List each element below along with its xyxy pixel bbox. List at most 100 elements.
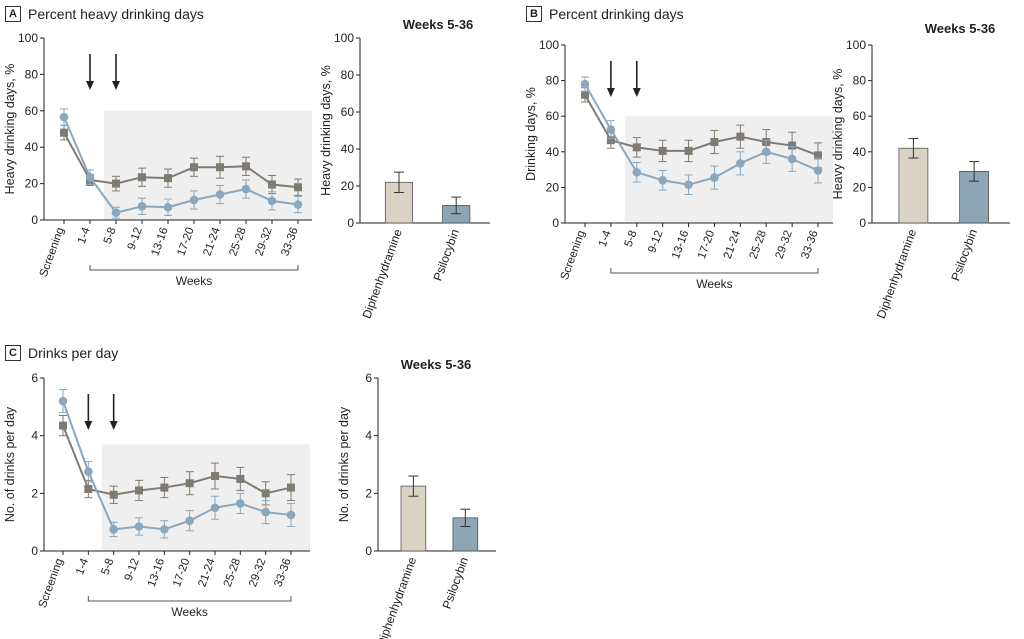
b-line-psilocybin-line [584, 83, 819, 186]
a-line-diphenhydramine-point [190, 163, 198, 172]
b-line-xtick-label: 21-24 [722, 228, 744, 260]
c-line-shaded-region [101, 444, 311, 551]
b-line-ytick-label: 40 [546, 145, 560, 159]
b-line-ytick-label: 80 [546, 74, 560, 88]
panel-c-title: Drinks per day [28, 345, 119, 361]
c-line-psilocybin-point [210, 503, 220, 513]
c-bar-ylabel: No. of drinks per day [337, 406, 351, 522]
c-line-dose-arrow-head [84, 421, 93, 430]
c-line-xlabel: Weeks [171, 605, 207, 619]
panel-a-title: Percent heavy drinking days [28, 6, 204, 22]
a-line-psilocybin-point [137, 202, 147, 211]
b-bar-ytick-label: 60 [853, 109, 867, 123]
c-line-psilocybin-point [160, 525, 169, 534]
b-line-psilocybin-point [813, 166, 823, 175]
a-line-xtick-label: 9-12 [126, 226, 145, 252]
panel-a-letter: A [5, 6, 21, 22]
b-line-ytick-label: 100 [539, 38, 559, 52]
b-line-xtick-label: 25-28 [748, 229, 769, 261]
b-line-dose-arrow-head [632, 88, 641, 97]
c-line-psilocybin-point [84, 467, 93, 477]
c-line-diphenhydramine-point [261, 489, 270, 498]
b-line-xtick-label: Screening [559, 229, 588, 282]
a-line-dose-arrow-head [86, 81, 94, 90]
c-bar-ytick-label: 4 [365, 429, 372, 443]
b-line-diphenhydramine-point [736, 132, 745, 141]
b-line-ylabel: Drinking days, % [524, 87, 538, 181]
c-line-psilocybin-point [185, 516, 194, 526]
c-bar-title: Weeks 5-36 [401, 357, 472, 372]
b-bar-ytick-label: 0 [859, 216, 866, 230]
a-line-xtick-label: 1-4 [76, 225, 93, 245]
c-bar-category-label: Diphenhydramine [374, 555, 419, 639]
a-line-psilocybin-point [241, 184, 251, 194]
b-bar-ytick-label: 80 [853, 74, 867, 88]
b-line-psilocybin-point [658, 175, 667, 185]
b-line-diphenhydramine-point [684, 146, 693, 155]
c-line-diphenhydramine-point [236, 474, 245, 483]
b-line-xtick-label: 29-32 [774, 229, 795, 261]
b-line-psilocybin-point [761, 147, 771, 157]
b-line-psilocybin-point [580, 79, 590, 89]
b-line-xtick-label: 17-20 [696, 229, 717, 261]
a-line-psilocybin-point [111, 208, 121, 218]
a-line-ytick-label: 60 [25, 104, 39, 118]
c-line-diphenhydramine-point [59, 421, 67, 430]
c-line-diphenhydramine-point [135, 486, 143, 495]
a-line-diphenhydramine-point [268, 180, 276, 189]
c-line-diphenhydramine-point [287, 483, 295, 492]
b-line-psilocybin-point [684, 180, 693, 190]
b-line-psilocybin-point [710, 173, 719, 182]
a-line-xtick-label: 5-8 [102, 226, 119, 246]
c-line-xtick-label: 33-36 [272, 557, 293, 589]
b-bar-category-label: Diphenhydramine [874, 227, 919, 320]
c-bar-category-label: Psilocybin [440, 555, 472, 611]
b-line-diphenhydramine-line [584, 94, 819, 157]
c-bar-ytick-label: 6 [365, 371, 372, 385]
a-bar-title: Weeks 5-36 [403, 17, 474, 32]
a-line-psilocybin-point [267, 196, 277, 206]
a-line-ylabel: Heavy drinking days, % [3, 64, 17, 195]
a-line-psilocybin-point [215, 190, 225, 199]
b-line-dose-arrow-head [606, 88, 615, 97]
b-bar-title: Weeks 5-36 [925, 21, 996, 36]
c-line-xtick-label: 25-28 [222, 557, 243, 589]
c-line-psilocybin-line [62, 400, 292, 531]
b-bar-ylabel: Heavy drinking days, % [831, 69, 845, 200]
a-bar-category-label: Diphenhydramine [359, 227, 404, 320]
c-line-xtick-label: 17-20 [171, 557, 192, 589]
c-line-xtick-label: 13-16 [146, 557, 167, 589]
a-line-diphenhydramine-point [242, 162, 250, 171]
a-line-psilocybin-point [293, 200, 303, 209]
b-line-xtick-label: 5-8 [623, 229, 640, 249]
a-bar-category-label: Psilocybin [430, 227, 462, 283]
a-line-xlabel: Weeks [176, 274, 212, 288]
panel-b-title: Percent drinking days [549, 6, 684, 22]
b-line-xtick-label: 1-4 [597, 228, 614, 248]
panel-a-header: A Percent heavy drinking days [5, 6, 204, 22]
b-line-diphenhydramine-point [710, 138, 719, 147]
b-line-psilocybin-point [606, 125, 616, 134]
c-line-ytick-label: 0 [31, 544, 38, 558]
a-line-diphenhydramine-point [60, 128, 68, 137]
c-line-weeks-bracket [87, 596, 292, 602]
c-line-ylabel: No. of drinks per day [3, 406, 17, 522]
b-bar-ytick-label: 40 [853, 145, 867, 159]
b-bar-ytick-label: 100 [846, 38, 866, 52]
c-line-ytick-label: 4 [31, 429, 38, 443]
a-line-shaded-region [104, 110, 312, 220]
b-line-xtick-label: 13-16 [670, 229, 691, 261]
panel-c-letter: C [5, 345, 21, 361]
b-line-diphenhydramine-point [606, 136, 615, 145]
a-line-diphenhydramine-point [164, 174, 172, 183]
a-bar-ytick-label: 0 [347, 216, 354, 230]
c-line-psilocybin-point [261, 507, 270, 517]
a-line-diphenhydramine-point [112, 179, 120, 188]
c-line-ytick-label: 2 [31, 486, 38, 500]
b-line-ytick-label: 60 [546, 109, 560, 123]
c-line-dose-arrow-head [109, 421, 118, 430]
a-line-ytick-label: 20 [25, 177, 39, 191]
a-line-diphenhydramine-point [294, 183, 302, 192]
c-line-xtick-label: 29-32 [247, 557, 268, 589]
a-line-ytick-label: 0 [31, 213, 38, 227]
